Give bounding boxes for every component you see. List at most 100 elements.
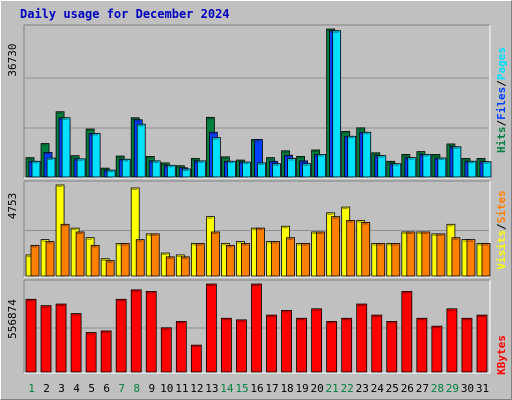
bar-visits-23-shade xyxy=(357,221,363,223)
bar-kbytes-4-face xyxy=(70,313,82,373)
bar-pages-26-shade xyxy=(408,158,414,160)
bar-kbytes-1 xyxy=(25,298,37,373)
bar-pages-24 xyxy=(377,155,387,178)
bar-sites-1-face xyxy=(30,244,40,277)
bar-kbytes-23-shade xyxy=(357,305,365,307)
bar-pages-23 xyxy=(362,131,372,178)
bar-kbytes-2 xyxy=(40,305,52,373)
bar-sites-9-shade xyxy=(152,234,158,236)
bar-pages-11-shade xyxy=(183,169,189,171)
day-label-8: 8 xyxy=(133,382,140,395)
bar-kbytes-4 xyxy=(70,313,82,373)
bar-sites-19 xyxy=(301,243,310,277)
day-label-13: 13 xyxy=(205,382,218,395)
bar-sites-28-shade xyxy=(437,234,443,236)
bar-pages-27-shade xyxy=(423,155,429,157)
bar-visits-31-shade xyxy=(477,244,483,246)
bar-hits-30-shade xyxy=(462,159,468,161)
bar-kbytes-31-shade xyxy=(477,316,485,318)
bar-sites-6-shade xyxy=(107,261,113,263)
bar-pages-8-shade xyxy=(138,125,144,127)
bar-kbytes-21-face xyxy=(326,321,338,373)
bar-sites-31-face xyxy=(481,243,491,277)
bar-pages-9-face xyxy=(151,160,161,178)
bar-visits-17-shade xyxy=(267,242,273,244)
bar-sites-25-shade xyxy=(392,244,398,246)
bar-sites-14 xyxy=(226,244,235,277)
bar-hits-10-shade xyxy=(162,163,168,165)
bar-sites-13-shade xyxy=(212,232,218,234)
bar-sites-22 xyxy=(346,220,356,277)
bar-kbytes-19 xyxy=(296,317,307,373)
day-label-22: 22 xyxy=(341,382,354,395)
legend-visits-sites-part: Sites xyxy=(495,190,508,223)
day-label-18: 18 xyxy=(280,382,293,395)
bar-hits-19-shade xyxy=(297,157,303,159)
bar-sites-7-face xyxy=(120,243,130,277)
bar-kbytes-27-shade xyxy=(417,319,425,321)
day-label-7: 7 xyxy=(118,382,125,395)
bar-pages-8-face xyxy=(136,123,146,178)
bar-hits-25-shade xyxy=(387,162,393,164)
bar-hits-17-shade xyxy=(267,158,273,160)
bar-kbytes-30 xyxy=(461,317,473,373)
bar-sites-10 xyxy=(165,256,175,277)
bar-pages-22-face xyxy=(347,135,357,178)
bar-visits-10-shade xyxy=(162,254,168,256)
day-label-1: 1 xyxy=(28,382,35,395)
bar-kbytes-30-face xyxy=(461,317,473,373)
bar-visits-2-shade xyxy=(42,240,48,242)
bar-pages-28-face xyxy=(437,157,447,178)
bar-visits-24-shade xyxy=(372,244,378,246)
day-label-29: 29 xyxy=(446,382,459,395)
bar-kbytes-6-face xyxy=(100,330,112,373)
bar-sites-4-face xyxy=(75,231,85,277)
bar-sites-11-face xyxy=(180,256,190,277)
bar-hits-14-shade xyxy=(222,157,228,159)
bar-kbytes-9 xyxy=(145,291,157,373)
bar-files-2-shade xyxy=(45,153,51,155)
bar-kbytes-18-face xyxy=(281,309,292,373)
bar-hits-4-shade xyxy=(72,156,78,158)
bar-visits-19-shade xyxy=(297,244,303,246)
bar-sites-23 xyxy=(361,221,371,277)
bar-sites-12-shade xyxy=(197,244,203,246)
bar-sites-17 xyxy=(271,241,280,277)
bar-sites-28-face xyxy=(436,233,446,277)
bar-kbytes-24 xyxy=(371,314,383,373)
bar-kbytes-7-face xyxy=(115,298,127,373)
bar-files-18-shade xyxy=(285,156,291,158)
bar-pages-14-shade xyxy=(228,162,234,164)
day-label-26: 26 xyxy=(401,382,414,395)
bar-kbytes-6 xyxy=(100,330,112,373)
bar-kbytes-7 xyxy=(115,298,127,373)
bar-sites-29-shade xyxy=(452,238,458,240)
bar-pages-29 xyxy=(452,146,462,178)
bar-sites-26-shade xyxy=(407,232,413,234)
bar-pages-9-shade xyxy=(153,161,159,163)
bar-kbytes-21 xyxy=(326,321,338,373)
day-label-2: 2 xyxy=(43,382,50,395)
bar-visits-1-shade xyxy=(27,255,32,257)
bar-pages-13-face xyxy=(211,137,221,178)
bar-kbytes-29 xyxy=(446,308,458,373)
bar-kbytes-3 xyxy=(55,303,67,373)
bar-kbytes-9-face xyxy=(145,291,157,373)
day-label-27: 27 xyxy=(416,382,429,395)
bar-pages-6 xyxy=(106,169,116,178)
legend-hits-files-pages: Hits/Files/Pages xyxy=(495,47,508,153)
bar-hits-27-shade xyxy=(417,152,423,154)
bar-sites-7 xyxy=(120,243,130,277)
bar-sites-29-face xyxy=(451,237,461,277)
day-label-24: 24 xyxy=(371,382,385,395)
legend-visits-sites: Visits/Sites xyxy=(495,190,508,270)
legend-kbytes: KBytes xyxy=(495,335,508,375)
bar-sites-22-shade xyxy=(347,221,353,223)
bar-visits-25-shade xyxy=(387,244,393,246)
bar-kbytes-31-face xyxy=(476,314,488,373)
bar-kbytes-28-face xyxy=(431,325,443,373)
bar-sites-14-shade xyxy=(227,246,233,248)
bar-kbytes-9-shade xyxy=(147,292,155,294)
bar-pages-2 xyxy=(46,157,56,178)
bar-pages-5-face xyxy=(91,133,101,178)
